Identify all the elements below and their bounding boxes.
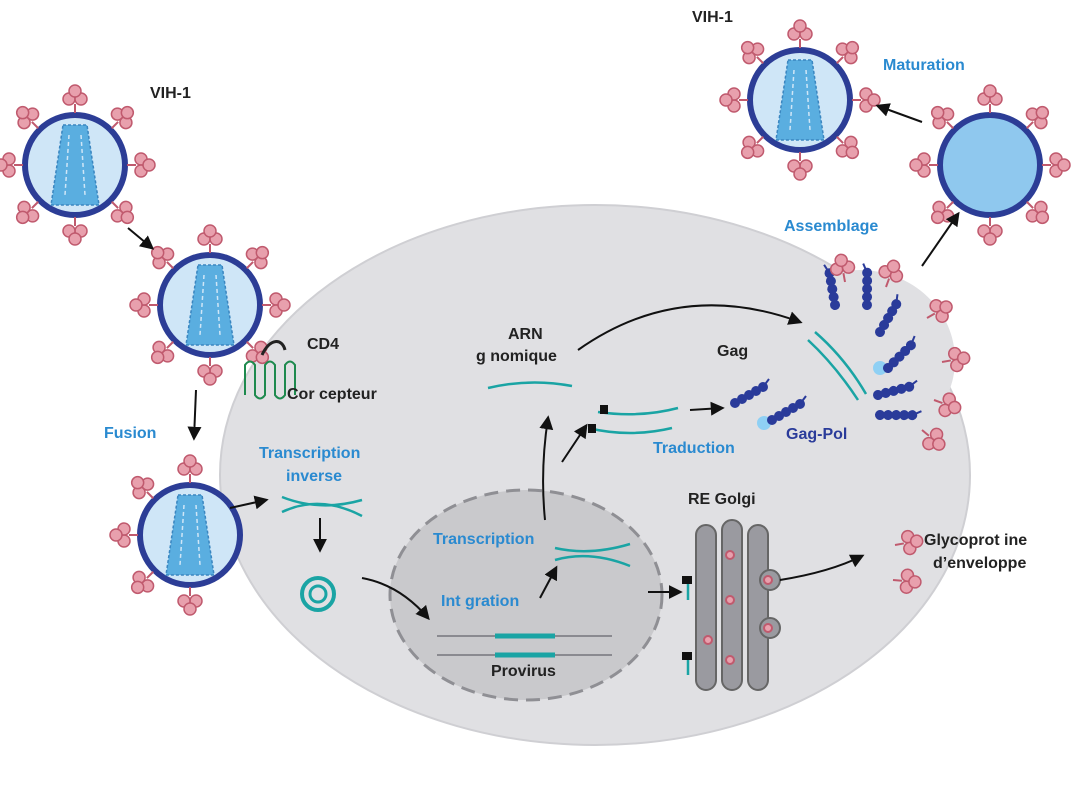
maturation-label: Maturation (883, 57, 965, 74)
assemblage-label: Assemblage (784, 218, 878, 235)
vih1-label-left: VIH-1 (150, 85, 191, 102)
gag-label: Gag (717, 343, 748, 360)
golgi-icon (695, 519, 781, 691)
circular-dna-icon (300, 576, 336, 612)
coreceptor-icon (244, 360, 296, 400)
re-golgi-label: RE Golgi (688, 491, 756, 508)
virion-icon (0, 85, 155, 245)
traduction-label: Traduction (653, 440, 735, 457)
gag-pol-label: Gag-Pol (786, 426, 847, 443)
arn-label: ARN (508, 326, 543, 343)
cd4-receptor-icon (260, 340, 287, 356)
vih1-label-right: VIH-1 (692, 9, 733, 26)
cd4-label: CD4 (307, 336, 339, 353)
integration-label: Int gration (441, 593, 519, 610)
virion-icon (130, 225, 290, 385)
glycoproteine-label: Glycoprot ine (924, 532, 1027, 549)
corecepteur-label: Cor cepteur (287, 386, 377, 403)
arn-label-line2: g nomique (476, 348, 557, 365)
virion-icon (720, 20, 880, 180)
fusion-label: Fusion (104, 425, 156, 442)
glycoproteine-label-line2: d’enveloppe (933, 555, 1026, 572)
immature-virion-icon (909, 84, 1071, 246)
reverse-transcript-icon (281, 495, 363, 518)
fusing-virion-icon (109, 454, 243, 616)
transcription-inverse-label-line2: inverse (286, 468, 342, 485)
transcription-inverse-label: Transcription (259, 445, 360, 462)
transcription-label: Transcription (433, 531, 534, 548)
nucleus (388, 488, 664, 702)
er-bound-rna-icon (682, 576, 692, 675)
translating-rna-icon (587, 405, 679, 435)
genomic-rna-icon (487, 381, 573, 390)
rna-strand-icon (554, 542, 631, 553)
provirus-label: Provirus (491, 663, 556, 680)
assembly-site (807, 251, 973, 459)
arrow-icon (127, 103, 960, 621)
gag-pol-protein-icon (757, 395, 807, 430)
